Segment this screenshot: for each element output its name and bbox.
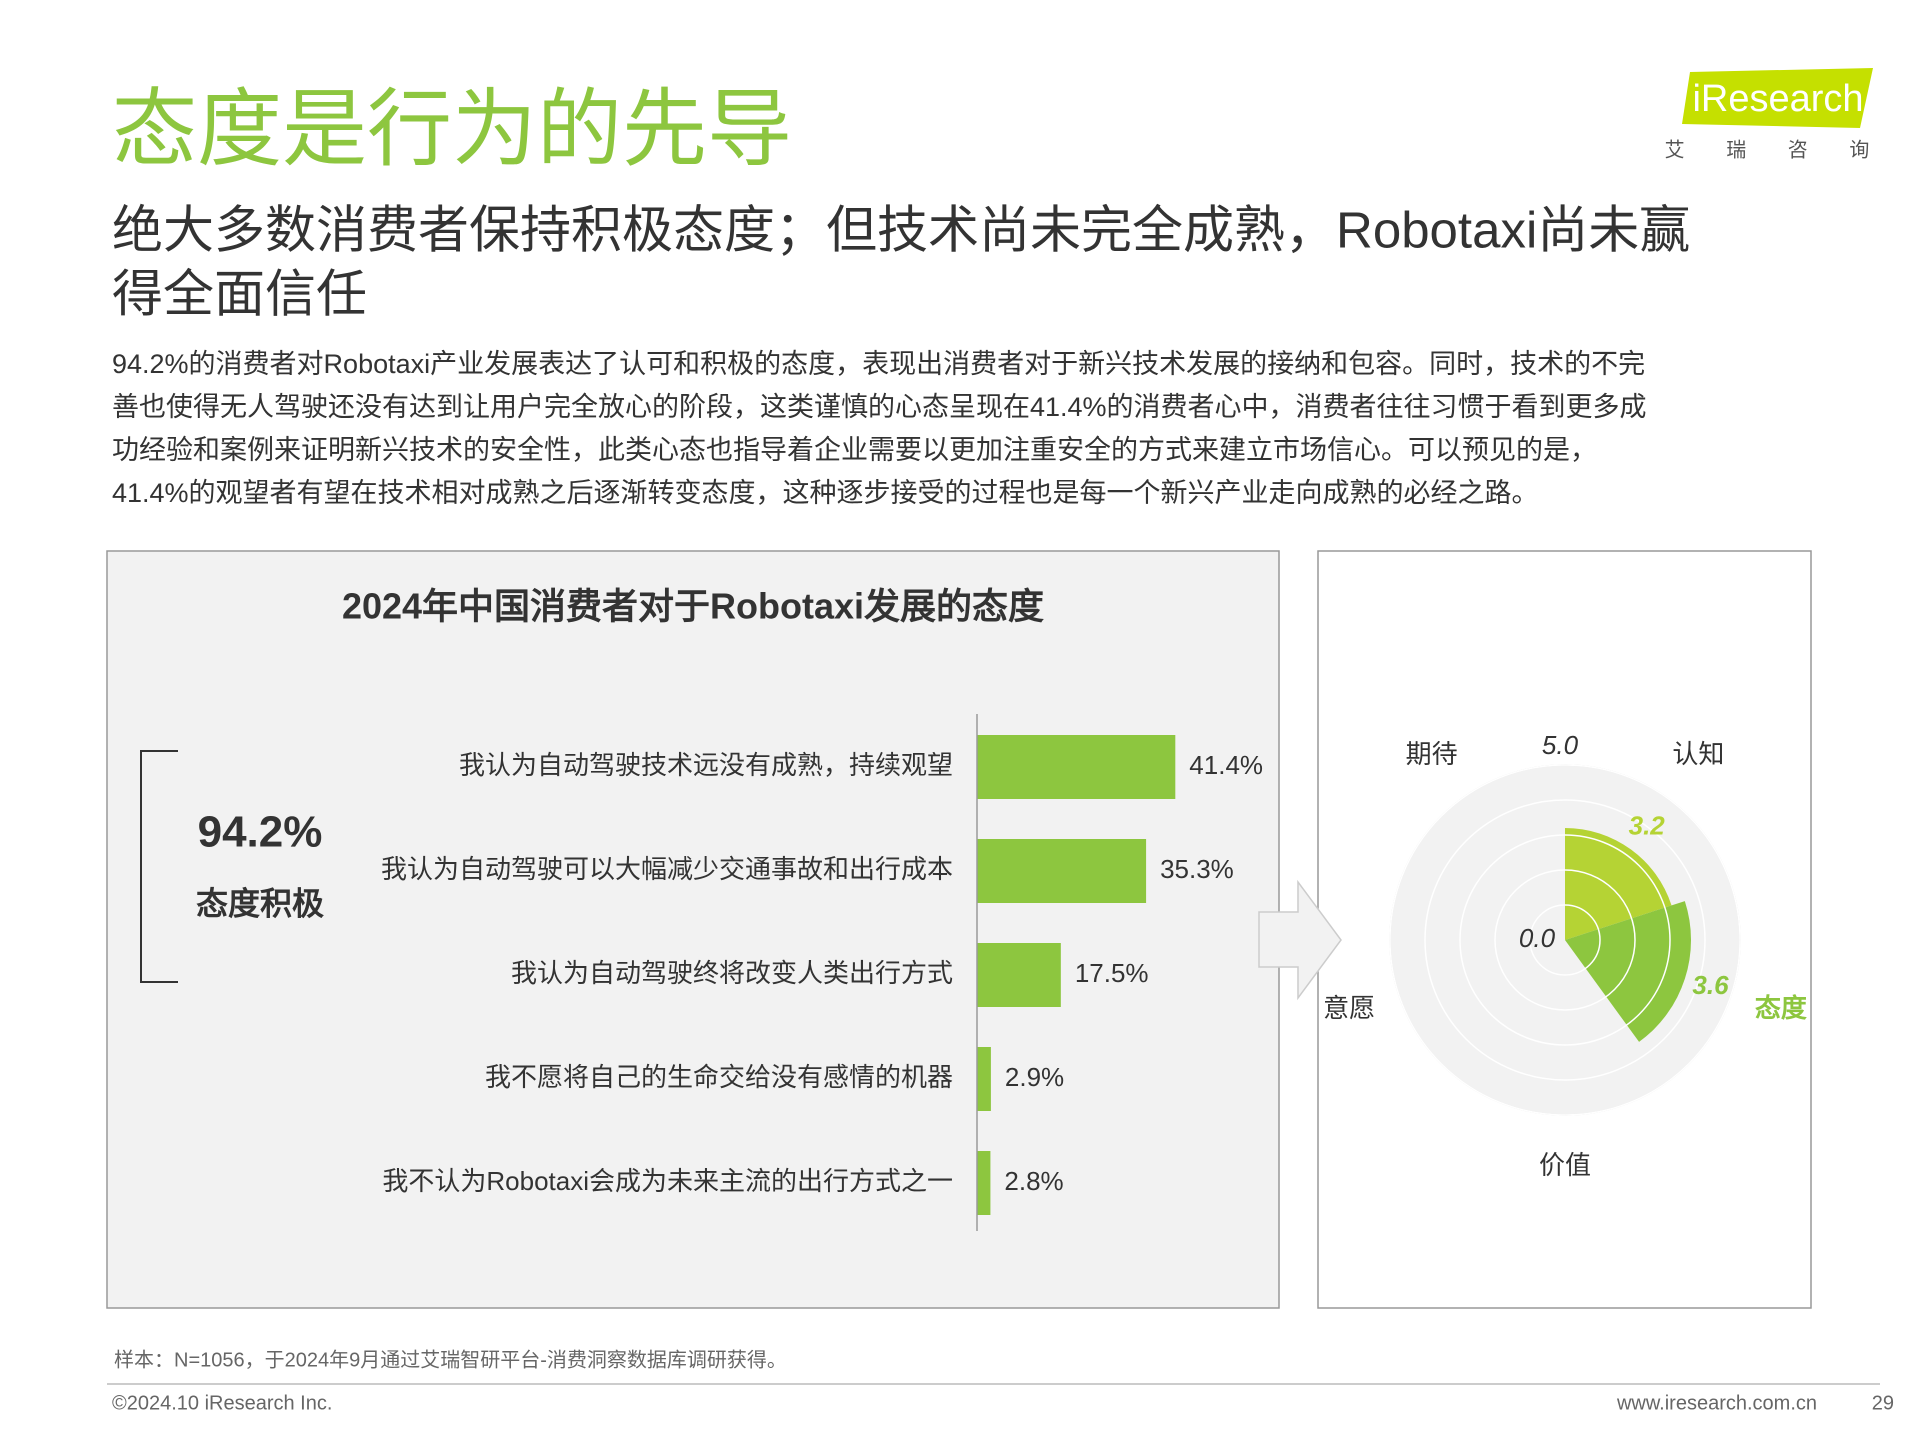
r-tick-label: 5.0 [1542, 730, 1579, 760]
logo-cn: 艾 瑞 咨 询 [1665, 138, 1888, 161]
chart-title: 2024年中国消费者对于Robotaxi发展的态度 [342, 586, 1044, 627]
value-label: 2.9% [1005, 1062, 1064, 1092]
footnote: 样本：N=1056，于2024年9月通过艾瑞智研平台-消费洞察数据库调研获得。 [114, 1348, 787, 1371]
sector [1565, 828, 1672, 940]
logo: iResearch [1692, 78, 1863, 120]
annotation-label: 态度积极 [196, 885, 324, 921]
grid-ring [1529, 904, 1601, 976]
logo-bg [1682, 68, 1873, 128]
r-tick-label: 0.0 [1519, 923, 1556, 953]
grid-ring [1459, 834, 1671, 1046]
value-label: 41.4% [1189, 750, 1263, 780]
category-label: 价值 [1539, 1150, 1591, 1180]
body-text: 功经验和案例来证明新兴技术的安全性，此类心态也指导着企业需要以更加注重安全的方式… [112, 435, 1597, 465]
category-label: 我认为自动驾驶可以大幅减少交通事故和出行成本 [381, 854, 953, 884]
page-number: 29 [1872, 1392, 1894, 1414]
grid-ring [1424, 799, 1706, 1081]
bar [977, 1151, 991, 1215]
category-label: 我认为自动驾驶技术远没有成熟，持续观望 [459, 750, 953, 780]
category-label: 我认为自动驾驶终将改变人类出行方式 [511, 958, 953, 988]
bar [977, 735, 1176, 799]
category-label: 意愿 [1323, 993, 1375, 1023]
category-label: 态度 [1755, 993, 1807, 1023]
value-label: 3.2 [1629, 810, 1666, 840]
category-label: 认知 [1672, 739, 1724, 769]
website: www.iresearch.com.cn [1616, 1392, 1817, 1414]
copyright: ©2024.10 iResearch Inc. [112, 1392, 332, 1414]
value-label: 3.6 [1692, 970, 1729, 1000]
bar [977, 943, 1061, 1007]
value-label: 17.5% [1075, 958, 1149, 988]
grid-ring [1389, 764, 1741, 1116]
value-label: 35.3% [1160, 854, 1234, 884]
subtitle: 得全面信任 [112, 265, 367, 322]
bracket [140, 750, 178, 983]
category-label: 我不愿将自己的生命交给没有感情的机器 [485, 1062, 953, 1092]
body-text: 41.4%的观望者有望在技术相对成熟之后逐渐转变态度，这种逐步接受的过程也是每一… [112, 478, 1539, 508]
bar [977, 839, 1147, 903]
grid-ring [1494, 869, 1636, 1011]
annotation-value: 94.2% [198, 808, 323, 857]
body-text: 94.2%的消费者对Robotaxi产业发展表达了认可和积极的态度，表现出消费者… [112, 349, 1645, 379]
arrow [1258, 879, 1342, 1001]
subtitle: 绝大多数消费者保持积极态度；但技术尚未完全成熟，Robotaxi尚未赢 [112, 201, 1690, 258]
body-text: 善也使得无人驾驶还没有达到让用户完全放心的阶段，这类谨慎的心态呈现在41.4%的… [112, 392, 1647, 422]
category-label: 我不认为Robotaxi会成为未来主流的出行方式之一 [382, 1166, 953, 1196]
value-label: 2.8% [1004, 1166, 1063, 1196]
bar [977, 1047, 991, 1111]
category-label: 期待 [1406, 739, 1458, 769]
page-title: 态度是行为的先导 [112, 82, 792, 177]
